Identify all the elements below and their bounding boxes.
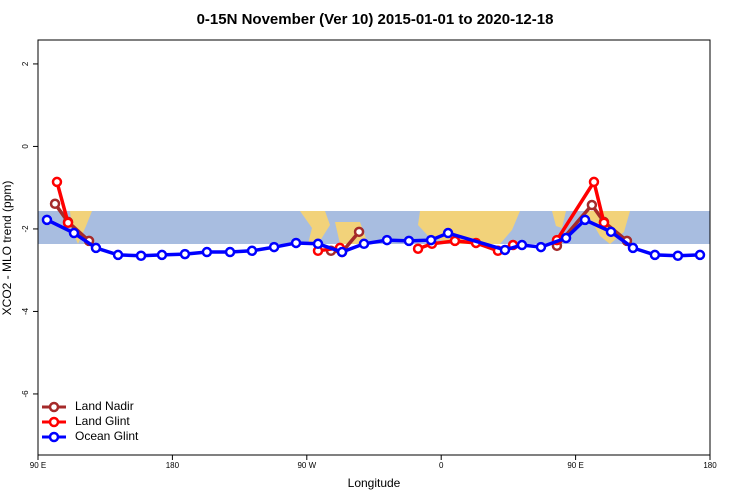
data-point bbox=[135, 250, 147, 262]
data-point bbox=[90, 242, 102, 254]
data-point bbox=[449, 235, 461, 247]
y-tick-label: 0 bbox=[21, 144, 30, 149]
data-point bbox=[425, 234, 437, 246]
data-point bbox=[201, 246, 213, 258]
data-point bbox=[353, 226, 365, 238]
data-point bbox=[51, 176, 63, 188]
data-point bbox=[579, 214, 591, 226]
x-tick-label: 0 bbox=[439, 461, 444, 470]
legend-marker bbox=[48, 401, 60, 413]
data-point bbox=[412, 243, 424, 254]
data-point bbox=[403, 235, 415, 247]
data-point bbox=[442, 227, 454, 239]
data-point bbox=[499, 244, 511, 256]
legend-label: Land Glint bbox=[75, 414, 130, 428]
legend-marker bbox=[48, 416, 60, 428]
data-point bbox=[290, 237, 302, 249]
data-point bbox=[49, 198, 61, 210]
map-land bbox=[300, 211, 330, 244]
x-tick-label: 180 bbox=[166, 461, 180, 470]
x-tick-label: 90 E bbox=[30, 461, 46, 470]
y-tick-label: 2 bbox=[21, 61, 30, 66]
data-point bbox=[224, 246, 236, 258]
x-tick-label: 90 W bbox=[297, 461, 316, 470]
data-point bbox=[156, 249, 168, 261]
data-point bbox=[246, 245, 258, 257]
data-point bbox=[649, 249, 661, 261]
data-point bbox=[41, 214, 53, 226]
legend-label: Land Nadir bbox=[75, 399, 134, 413]
data-point bbox=[62, 217, 74, 228]
data-point bbox=[586, 199, 598, 211]
data-point bbox=[672, 250, 684, 262]
y-tick-label: -4 bbox=[21, 307, 30, 315]
chart-title: 0-15N November (Ver 10) 2015-01-01 to 20… bbox=[197, 11, 554, 28]
data-point bbox=[112, 249, 124, 261]
data-point bbox=[694, 249, 706, 261]
series-line bbox=[55, 181, 70, 224]
plot-frame bbox=[37, 39, 711, 456]
data-point bbox=[268, 241, 280, 253]
x-axis-label: Longitude bbox=[348, 476, 401, 490]
data-point bbox=[605, 226, 617, 238]
data-point bbox=[179, 248, 191, 260]
data-point bbox=[588, 176, 600, 188]
data-point bbox=[68, 227, 80, 239]
legend-label: Ocean Glint bbox=[75, 429, 139, 443]
data-point bbox=[535, 241, 547, 253]
x-tick-label: 180 bbox=[703, 461, 717, 470]
data-point bbox=[312, 238, 324, 250]
data-point bbox=[627, 242, 639, 254]
x-tick-label: 90 E bbox=[567, 461, 583, 470]
data-point bbox=[516, 239, 528, 251]
data-point bbox=[381, 234, 393, 246]
y-axis-label: XCO2 - MLO trend (ppm) bbox=[0, 181, 14, 316]
data-point bbox=[336, 246, 348, 258]
y-tick-label: -6 bbox=[21, 390, 30, 398]
data-point bbox=[358, 238, 370, 250]
legend-marker bbox=[48, 431, 60, 443]
y-tick-label: -2 bbox=[21, 225, 30, 233]
map-land bbox=[552, 211, 566, 228]
data-point bbox=[560, 232, 572, 244]
